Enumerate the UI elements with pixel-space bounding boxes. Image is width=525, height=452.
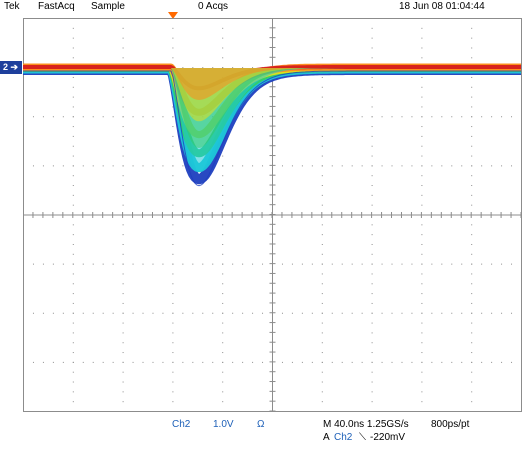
trigger-slope-icon[interactable]: ⟍ bbox=[359, 432, 366, 443]
timebase-resolution[interactable]: 800ps/pt bbox=[431, 419, 470, 430]
acquisition-mode-label: FastAcq bbox=[38, 1, 75, 12]
trigger-prefix: A bbox=[323, 432, 330, 443]
status-bar: Tek FastAcq Sample 0 Acqs 18 Jun 08 01:0… bbox=[0, 0, 525, 14]
trace-fill-orange bbox=[171, 68, 522, 100]
datetime-label: 18 Jun 08 01:04:44 bbox=[399, 1, 485, 12]
channel-2-level-marker[interactable]: 2 ➔ bbox=[0, 61, 22, 74]
channel-marker-label: 2 bbox=[3, 62, 9, 72]
trigger-level[interactable]: -220mV bbox=[370, 432, 406, 443]
timebase-setting[interactable]: M 40.0ns 1.25GS/s bbox=[323, 419, 409, 430]
trigger-source[interactable]: Ch2 bbox=[334, 432, 353, 443]
waveform-display[interactable] bbox=[23, 18, 522, 412]
channel-coupling-icon[interactable]: Ω bbox=[257, 419, 265, 430]
trigger-position-marker-icon[interactable] bbox=[168, 12, 178, 19]
channel-scale[interactable]: 1.0V bbox=[213, 419, 234, 430]
trace-outlier bbox=[23, 70, 521, 187]
sample-mode-label: Sample bbox=[91, 1, 125, 12]
brand-label: Tek bbox=[4, 1, 20, 12]
channel-name[interactable]: Ch2 bbox=[172, 419, 191, 430]
waveform-trace bbox=[23, 63, 522, 187]
acquisition-count: 0 Acqs bbox=[198, 1, 229, 12]
